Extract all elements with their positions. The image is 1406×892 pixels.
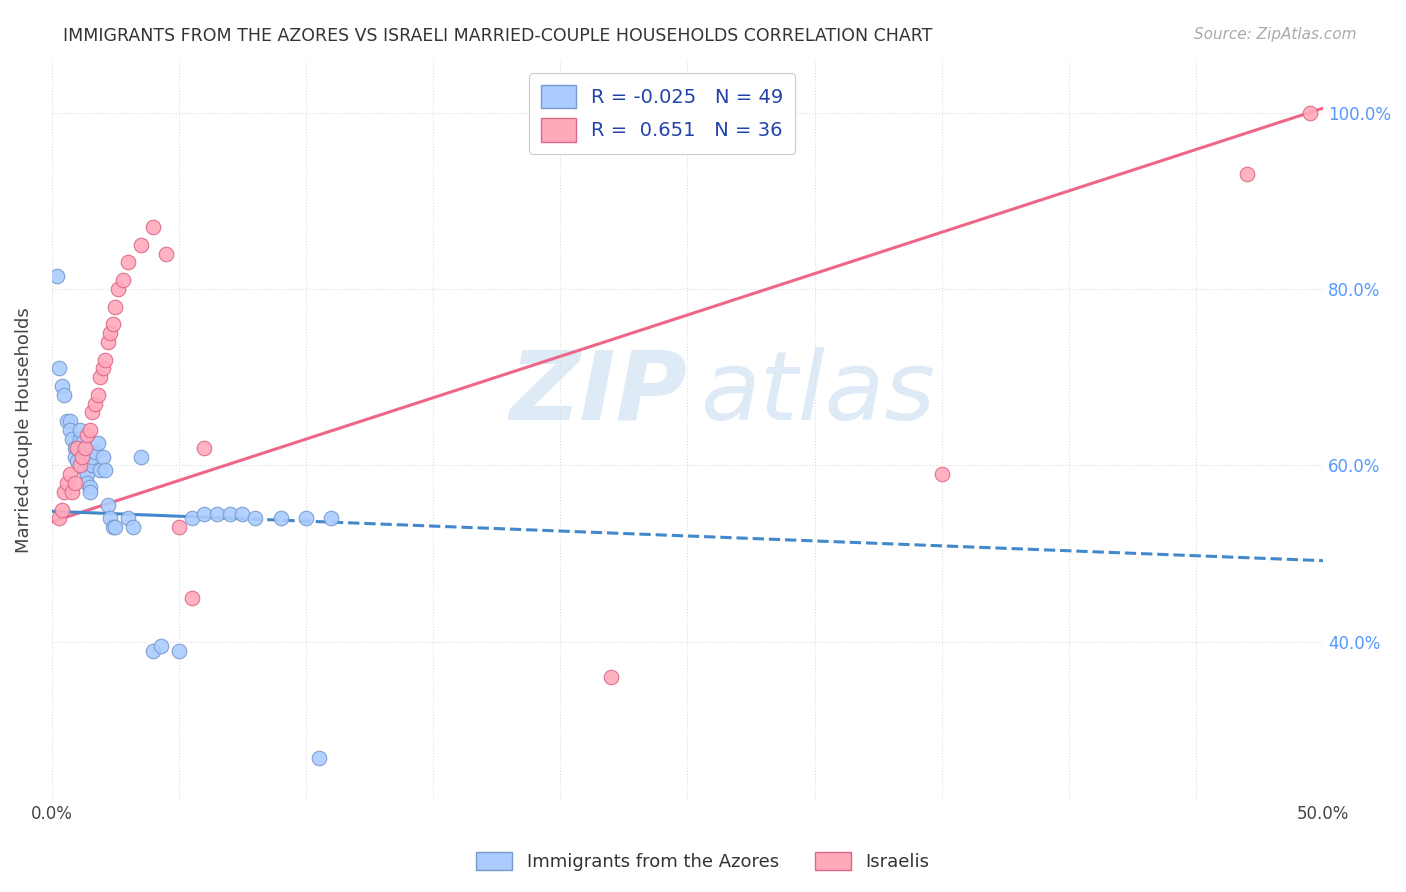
Point: [76, 427, 98, 442]
Point: [76, 476, 98, 491]
Point: [82, 450, 104, 464]
Point: [107, 282, 129, 296]
Point: [111, 273, 134, 287]
Legend: Immigrants from the Azores, Israelis: Immigrants from the Azores, Israelis: [470, 845, 936, 879]
Point: [98, 511, 121, 525]
Point: [51, 502, 73, 516]
Y-axis label: Married-couple Households: Married-couple Households: [15, 307, 32, 553]
Point: [193, 507, 215, 521]
Point: [69, 423, 91, 437]
Point: [60, 484, 83, 499]
Point: [89, 370, 111, 384]
Point: [205, 507, 228, 521]
Point: [91, 450, 114, 464]
Point: [600, 670, 623, 684]
Text: IMMIGRANTS FROM THE AZORES VS ISRAELI MARRIED-COUPLE HOUSEHOLDS CORRELATION CHAR: IMMIGRANTS FROM THE AZORES VS ISRAELI MA…: [63, 27, 932, 45]
Point: [79, 423, 101, 437]
Point: [117, 511, 139, 525]
Point: [79, 480, 101, 494]
Point: [60, 432, 83, 446]
Point: [79, 484, 101, 499]
Point: [69, 458, 91, 473]
Point: [53, 388, 76, 402]
Point: [117, 255, 139, 269]
Point: [931, 467, 953, 482]
Point: [129, 238, 152, 252]
Point: [48, 361, 70, 376]
Point: [218, 507, 240, 521]
Point: [142, 643, 165, 657]
Point: [295, 511, 318, 525]
Point: [72, 436, 94, 450]
Point: [86, 436, 108, 450]
Point: [63, 476, 86, 491]
Legend: R = -0.025   N = 49, R =  0.651   N = 36: R = -0.025 N = 49, R = 0.651 N = 36: [529, 73, 794, 153]
Point: [72, 450, 94, 464]
Point: [91, 361, 114, 376]
Point: [48, 511, 70, 525]
Point: [180, 511, 202, 525]
Point: [129, 450, 152, 464]
Point: [84, 445, 107, 459]
Text: atlas: atlas: [700, 347, 935, 440]
Point: [98, 326, 121, 340]
Point: [180, 591, 202, 605]
Point: [150, 639, 173, 653]
Point: [243, 511, 266, 525]
Point: [45, 268, 67, 283]
Point: [101, 520, 124, 534]
Point: [122, 520, 145, 534]
Point: [73, 463, 96, 477]
Point: [51, 379, 73, 393]
Point: [167, 643, 190, 657]
Point: [104, 300, 127, 314]
Point: [231, 507, 253, 521]
Point: [142, 220, 165, 235]
Point: [66, 454, 89, 468]
Point: [56, 414, 79, 428]
Text: Source: ZipAtlas.com: Source: ZipAtlas.com: [1194, 27, 1357, 42]
Point: [56, 476, 79, 491]
Point: [76, 467, 98, 482]
Text: ZIP: ZIP: [509, 347, 688, 440]
Point: [66, 441, 89, 455]
Point: [308, 751, 330, 765]
Point: [72, 450, 94, 464]
Point: [104, 520, 127, 534]
Point: [193, 441, 215, 455]
Point: [69, 432, 91, 446]
Point: [53, 484, 76, 499]
Point: [82, 458, 104, 473]
Point: [94, 352, 117, 367]
Point: [155, 246, 177, 260]
Point: [63, 450, 86, 464]
Point: [97, 498, 120, 512]
Point: [66, 441, 89, 455]
Point: [101, 318, 124, 332]
Point: [1299, 105, 1322, 120]
Point: [84, 397, 107, 411]
Point: [58, 467, 80, 482]
Point: [63, 441, 86, 455]
Point: [89, 463, 111, 477]
Point: [86, 388, 108, 402]
Point: [321, 511, 343, 525]
Point: [97, 334, 120, 349]
Point: [58, 414, 80, 428]
Point: [82, 405, 104, 419]
Point: [270, 511, 292, 525]
Point: [1236, 167, 1258, 181]
Point: [73, 458, 96, 473]
Point: [73, 441, 96, 455]
Point: [167, 520, 190, 534]
Point: [94, 463, 117, 477]
Point: [58, 423, 80, 437]
